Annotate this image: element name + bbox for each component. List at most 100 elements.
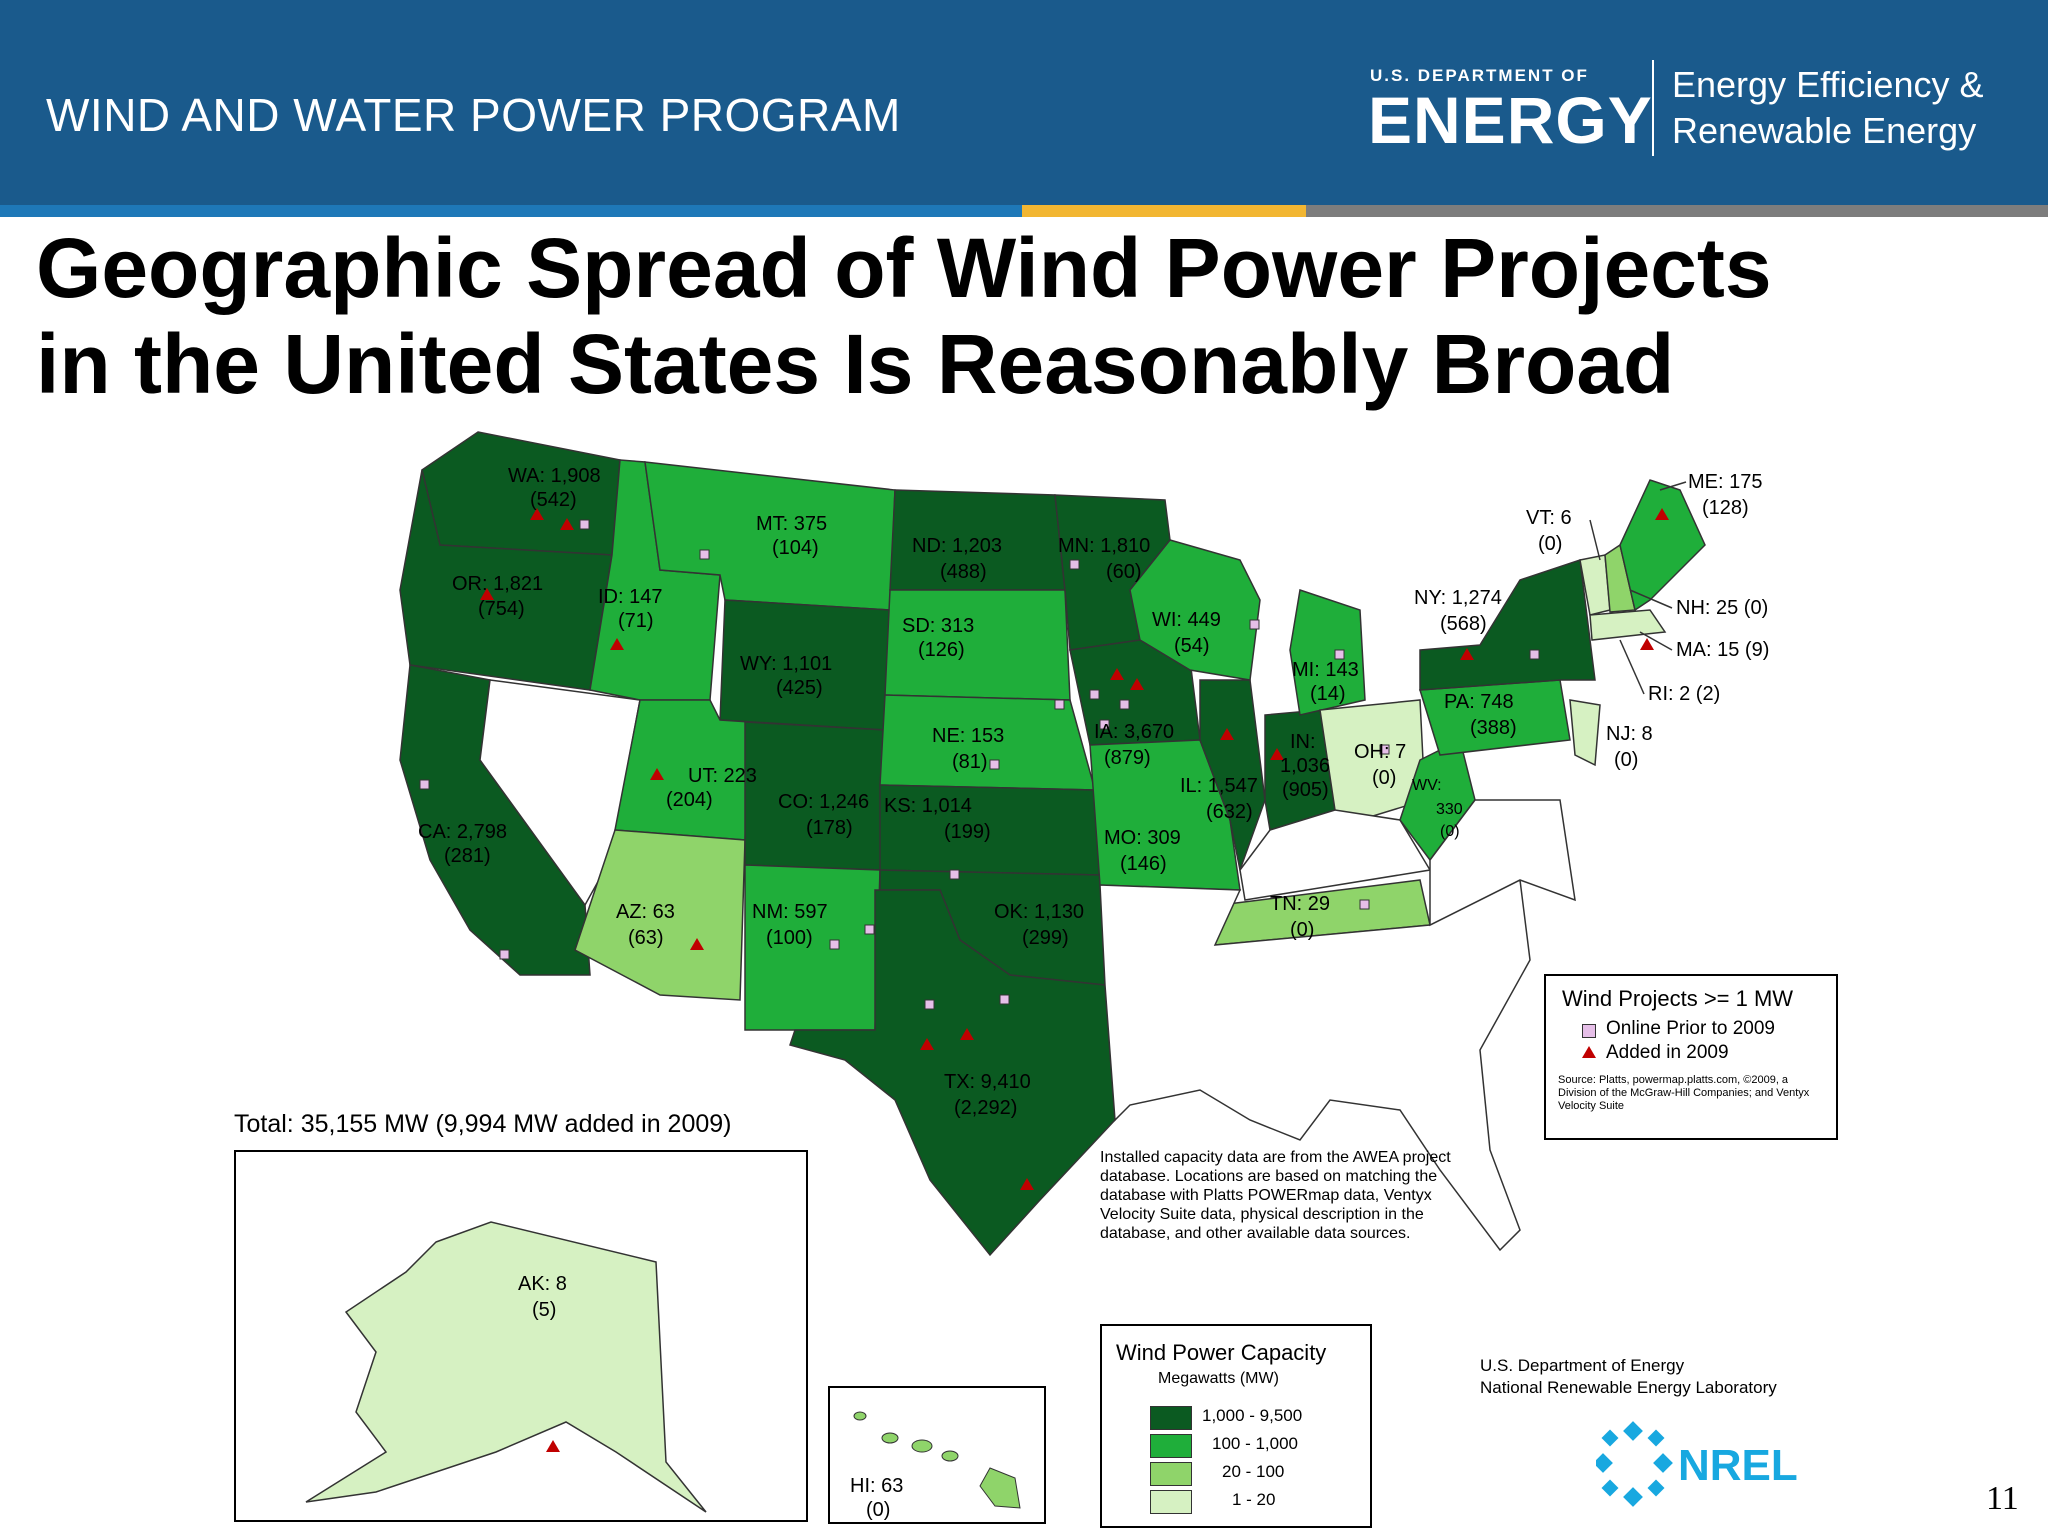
label-ia-added: (879) (1104, 747, 1151, 769)
label-ut-added: (204) (666, 789, 713, 811)
state-oh (1319, 699, 1426, 821)
eere-line1: Energy Efficiency & (1672, 64, 1984, 105)
label-mn-added: (60) (1106, 561, 1142, 583)
online-project-markers (419, 519, 1540, 1010)
swatch-20-100 (1150, 1462, 1192, 1486)
label-pa: PA: 748 (1444, 691, 1514, 713)
label-me-added: (128) (1702, 497, 1749, 519)
hawaii-big-island (979, 1467, 1021, 1509)
label-il-added: (632) (1206, 801, 1253, 823)
label-ny-added: (568) (1440, 613, 1487, 635)
label-ri: RI: 2 (2) (1648, 683, 1720, 705)
label-tx-added: (2,292) (954, 1097, 1017, 1119)
online-legend-label: Online Prior to 2009 (1606, 1018, 1775, 1039)
capacity-legend-subtitle: Megawatts (MW) (1158, 1370, 1279, 1387)
online-marker-swatch (1582, 1024, 1596, 1038)
header-bar: WIND AND WATER POWER PROGRAM U.S. DEPART… (0, 0, 2048, 205)
label-co: CO: 1,246 (778, 791, 869, 813)
nrel-logo-text: NREL (1678, 1441, 1798, 1490)
label-nd: ND: 1,203 (912, 535, 1002, 557)
label-tn-added: (0) (1290, 919, 1314, 941)
label-or-added: (754) (478, 598, 525, 620)
label-mo: MO: 309 (1104, 827, 1181, 849)
projects-legend-title: Wind Projects >= 1 MW (1562, 986, 1794, 1011)
label-nm: NM: 597 (752, 901, 828, 923)
label-ok-added: (299) (1022, 927, 1069, 949)
state-nj (1569, 699, 1601, 767)
label-mi: MI: 143 (1292, 659, 1359, 681)
callout-lines (1589, 481, 1687, 695)
accent-stripe-gold (1022, 205, 1306, 217)
label-ma: MA: 15 (9) (1676, 639, 1769, 661)
swatch-1000-9500 (1150, 1406, 1192, 1430)
label-ak-added: (5) (532, 1299, 556, 1321)
label-in: IN: (1290, 731, 1316, 753)
label-pa-added: (388) (1470, 717, 1517, 739)
label-ne-added: (81) (952, 751, 988, 773)
alaska-map: AK: 8 (5) (305, 1221, 707, 1513)
label-tn: TN: 29 (1270, 893, 1330, 915)
state-labels: WA: 1,908 (542) OR: 1,821 (754) CA: 2,79… (418, 465, 1769, 1119)
state-va-nc (1429, 799, 1576, 927)
label-mo-added: (146) (1120, 853, 1167, 875)
label-wy-added: (425) (776, 677, 823, 699)
capacity-legend-title: Wind Power Capacity (1116, 1340, 1327, 1365)
label-tx: TX: 9,410 (944, 1071, 1031, 1093)
label-ks-added: (199) (944, 821, 991, 843)
total-capacity: Total: 35,155 MW (9,994 MW added in 2009… (234, 1110, 732, 1138)
range-20-100: 20 - 100 (1222, 1462, 1285, 1481)
label-mn: MN: 1,810 (1058, 535, 1150, 557)
label-hi: HI: 63 (850, 1475, 903, 1497)
label-ut: UT: 223 (688, 765, 757, 787)
state-southeast (1099, 878, 1531, 1252)
state-ma (1589, 609, 1667, 641)
label-or: OR: 1,821 (452, 573, 543, 595)
label-il: IL: 1,547 (1180, 775, 1258, 797)
credit-doe: U.S. Department of Energy (1480, 1356, 1685, 1375)
slide-title-line1: Geographic Spread of Wind Power Projects (36, 221, 1772, 315)
label-me: ME: 175 (1688, 471, 1762, 493)
state-wa (421, 431, 621, 556)
eere-line2: Renewable Energy (1672, 110, 1977, 151)
label-ny: NY: 1,274 (1414, 587, 1502, 609)
label-co-added: (178) (806, 817, 853, 839)
label-ca-added: (281) (444, 845, 491, 867)
label-nh: NH: 25 (0) (1676, 597, 1768, 619)
label-nd-added: (488) (940, 561, 987, 583)
label-sd-added: (126) (918, 639, 965, 661)
capacity-legend: Wind Power Capacity Megawatts (MW) 1,000… (1100, 1324, 1372, 1528)
label-in-added: (905) (1282, 779, 1329, 801)
added-legend-label: Added in 2009 (1606, 1042, 1729, 1063)
swatch-100-1000 (1150, 1434, 1192, 1458)
us-wind-map: WA: 1,908 (542) OR: 1,821 (754) CA: 2,79… (399, 431, 1769, 1257)
label-vt-added: (0) (1538, 533, 1562, 555)
state-me (1619, 479, 1706, 612)
label-ks: KS: 1,014 (884, 795, 972, 817)
label-wa-added: (542) (530, 489, 577, 511)
alaska-inset: AK: 8 (5) (234, 1150, 808, 1522)
projects-legend: Wind Projects >= 1 MW Online Prior to 20… (1544, 974, 1838, 1140)
page-number: 11 (1986, 1480, 2019, 1517)
label-nj-added: (0) (1614, 749, 1638, 771)
label-mi-added: (14) (1310, 683, 1346, 705)
accent-stripe-blue (0, 205, 1022, 217)
slide-title-line2: in the United States Is Reasonably Broad (36, 317, 1675, 411)
hawaii-map: HI: 63 (0) (850, 1411, 1021, 1521)
label-in-value: 1,036 (1280, 755, 1330, 777)
range-100-1000: 100 - 1,000 (1212, 1434, 1299, 1453)
state-sd (884, 589, 1071, 701)
label-oh-added: (0) (1372, 767, 1396, 789)
label-mt: MT: 375 (756, 513, 827, 535)
label-wv-added: (0) (1440, 823, 1460, 840)
label-az-added: (63) (628, 927, 664, 949)
label-id-added: (71) (618, 610, 654, 632)
doe-logo-text: ENERGY (1368, 83, 1653, 157)
state-mi (1289, 589, 1366, 716)
label-wi-added: (54) (1174, 635, 1210, 657)
added-project-markers (480, 508, 1669, 1190)
label-id: ID: 147 (598, 586, 662, 608)
label-nj: NJ: 8 (1606, 723, 1653, 745)
ak-added-marker (546, 1440, 560, 1452)
label-sd: SD: 313 (902, 615, 974, 637)
label-ia: IA: 3,670 (1094, 721, 1174, 743)
